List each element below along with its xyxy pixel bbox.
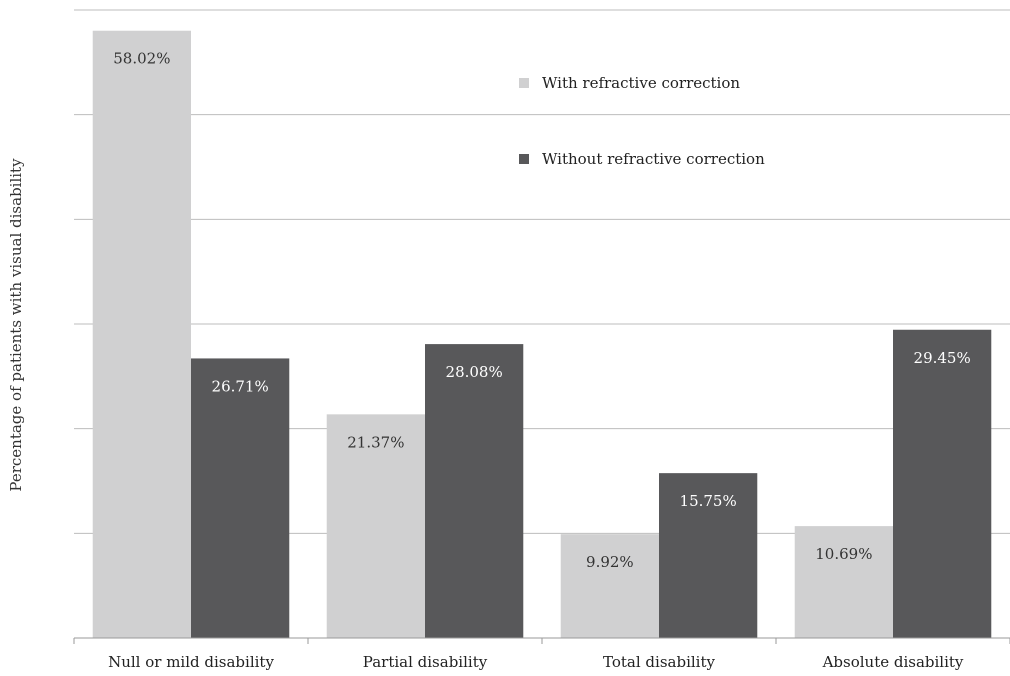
bar-without-correction-2	[659, 473, 758, 638]
data-label: 29.45%	[914, 349, 971, 367]
x-tick-label: Absolute disability	[822, 653, 964, 671]
bar-with-correction-2	[560, 534, 659, 638]
data-label: 26.71%	[212, 377, 269, 395]
legend-label: With refractive correction	[542, 74, 740, 92]
x-tick-labels: Null or mild disability Partial disabilit…	[108, 653, 964, 671]
data-label: 28.08%	[446, 363, 503, 381]
axes	[73, 637, 1010, 644]
bar-without-correction-3	[893, 329, 992, 638]
legend: With refractive correction Without refrac…	[519, 74, 765, 168]
bar-without-correction-0	[191, 358, 290, 638]
bar-without-correction-1	[425, 344, 524, 638]
bar-with-correction-3	[794, 526, 893, 638]
legend-swatch	[519, 154, 529, 164]
data-label: 9.92%	[586, 553, 634, 571]
bar-with-correction-1	[326, 414, 425, 638]
x-tick-label: Null or mild disability	[108, 653, 274, 671]
x-tick-label: Partial disability	[363, 653, 488, 671]
y-axis-label: Percentage of patients with visual disab…	[7, 158, 25, 492]
x-tick-label: Total disability	[603, 653, 715, 671]
data-labels: 58.02% 21.37% 9.92% 10.69% 26.71% 28.08% 15.75…	[113, 50, 970, 571]
data-label: 21.37%	[347, 433, 404, 451]
data-label: 10.69%	[815, 545, 872, 563]
data-label: 15.75%	[680, 492, 737, 510]
bar-with-correction-0	[92, 30, 191, 638]
bars	[92, 30, 992, 638]
data-label: 58.02%	[113, 50, 170, 68]
legend-label: Without refractive correction	[542, 150, 765, 168]
legend-swatch	[519, 78, 529, 88]
